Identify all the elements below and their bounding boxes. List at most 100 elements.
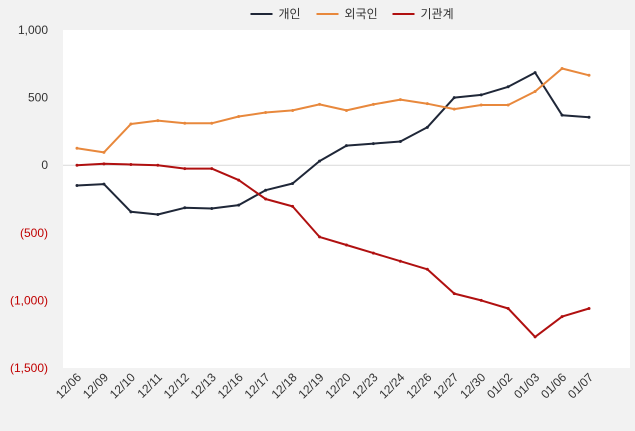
data-point (506, 85, 510, 89)
y-tick-label: 1,000 (18, 23, 48, 37)
data-point (156, 213, 160, 217)
data-point (183, 121, 187, 125)
legend-label: 개인 (279, 7, 301, 21)
x-tick-label: 12/18 (269, 370, 300, 401)
data-point (237, 115, 241, 119)
x-tick-label: 12/24 (376, 370, 407, 401)
data-point (560, 315, 564, 319)
series-line-2 (76, 67, 590, 154)
x-tick-label: 12/13 (188, 370, 219, 401)
data-point (533, 90, 537, 94)
data-point (533, 71, 537, 75)
data-point (560, 113, 564, 117)
data-point (587, 307, 591, 311)
data-point (587, 115, 591, 119)
data-point (587, 73, 591, 77)
data-point (156, 119, 160, 123)
x-tick-label: 12/17 (242, 370, 273, 401)
data-point (291, 181, 295, 185)
x-tick-label: 12/06 (53, 370, 84, 401)
x-tick-label: 12/16 (215, 370, 246, 401)
x-tick-label: 12/27 (430, 370, 461, 401)
data-point (264, 110, 268, 114)
data-point (75, 183, 79, 187)
x-tick-label: 12/26 (403, 370, 434, 401)
data-point (156, 163, 160, 167)
data-point (425, 125, 429, 129)
data-point (533, 335, 537, 339)
y-tick-label: (1,000) (10, 293, 48, 307)
data-point (210, 121, 214, 125)
legend-label: 기관계 (421, 7, 454, 21)
x-tick-label: 12/09 (80, 370, 111, 401)
data-point (237, 203, 241, 207)
x-axis: 12/0612/0912/1012/1112/1212/1312/1612/17… (53, 370, 596, 401)
data-point (560, 67, 564, 71)
x-tick-label: 01/03 (511, 370, 542, 401)
y-tick-label: 500 (28, 91, 48, 105)
data-point (506, 307, 510, 311)
data-point (479, 103, 483, 107)
y-tick-label: (1,500) (10, 361, 48, 375)
data-point (452, 107, 456, 111)
data-point (75, 146, 79, 150)
data-point (479, 298, 483, 302)
x-tick-label: 01/02 (484, 370, 515, 401)
x-tick-label: 12/30 (457, 370, 488, 401)
series-layer (75, 67, 591, 339)
data-point (291, 204, 295, 208)
data-point (264, 188, 268, 192)
plot-area (63, 30, 630, 368)
data-point (371, 102, 375, 106)
data-point (183, 206, 187, 210)
x-tick-label: 12/23 (349, 370, 380, 401)
x-tick-label: 12/19 (296, 370, 327, 401)
legend-item: 외국인 (316, 7, 378, 21)
data-point (344, 108, 348, 112)
data-point (398, 259, 402, 263)
data-point (237, 178, 241, 182)
y-tick-label: (500) (20, 226, 48, 240)
legend-label: 외국인 (345, 7, 378, 21)
x-tick-label: 12/20 (322, 370, 353, 401)
x-tick-label: 01/06 (538, 370, 569, 401)
data-point (183, 167, 187, 171)
data-point (102, 182, 106, 186)
data-point (506, 103, 510, 107)
data-point (210, 206, 214, 210)
data-point (291, 108, 295, 112)
data-point (371, 142, 375, 146)
x-tick-label: 12/12 (161, 370, 192, 401)
x-tick-label: 12/10 (107, 370, 138, 401)
data-point (425, 267, 429, 271)
legend: 개인 외국인 기관계 (250, 7, 454, 21)
legend-item: 기관계 (392, 7, 454, 21)
x-tick-label: 12/11 (134, 370, 165, 401)
data-point (452, 96, 456, 100)
data-point (452, 292, 456, 296)
data-point (75, 163, 79, 167)
data-point (264, 197, 268, 201)
data-point (398, 140, 402, 144)
data-point (344, 243, 348, 247)
data-point (129, 163, 133, 167)
legend-item: 개인 (250, 7, 301, 21)
y-tick-label: 0 (41, 158, 48, 172)
data-point (102, 162, 106, 166)
data-point (102, 150, 106, 154)
data-point (479, 93, 483, 97)
x-tick-label: 01/07 (565, 370, 596, 401)
series-line-3 (76, 162, 590, 338)
data-point (425, 102, 429, 106)
data-point (318, 102, 322, 106)
data-point (129, 210, 133, 214)
data-point (318, 159, 322, 163)
data-point (344, 144, 348, 148)
data-point (398, 98, 402, 102)
data-point (129, 122, 133, 126)
data-point (210, 167, 214, 171)
series-line-1 (76, 71, 590, 216)
data-point (318, 235, 322, 239)
